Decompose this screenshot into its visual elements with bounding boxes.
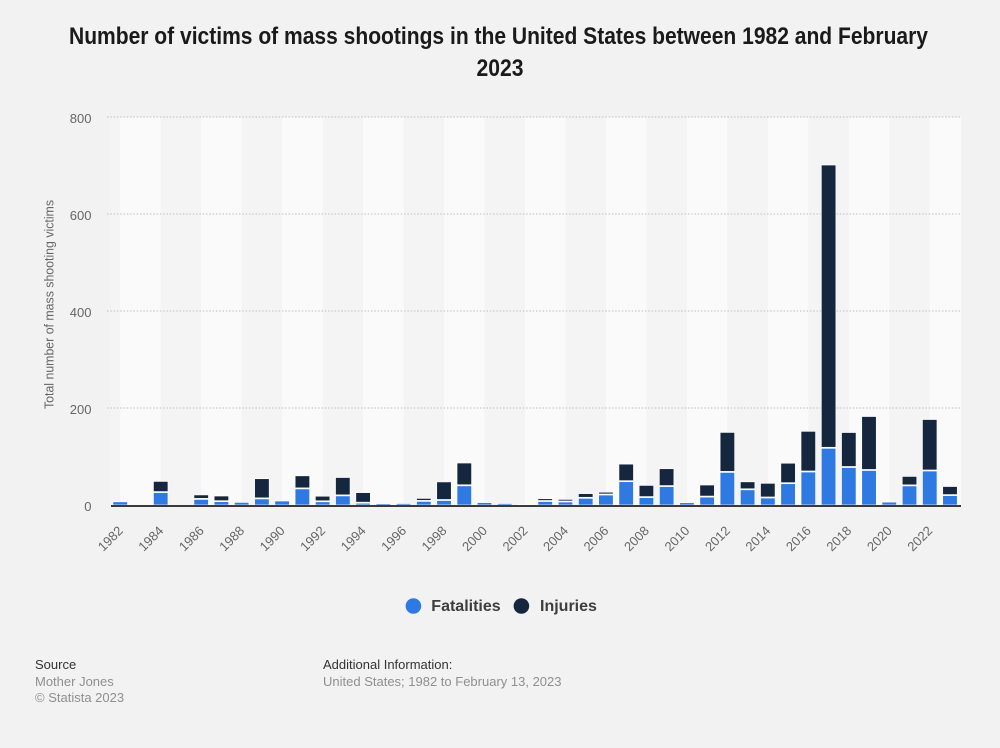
svg-text:Mother Jones: Mother Jones [35,674,114,689]
svg-text:Source: Source [35,657,76,672]
svg-text:Total number of mass shooting: Total number of mass shooting victims [42,200,57,409]
svg-text:600: 600 [70,208,92,223]
svg-text:Additional Information:: Additional Information: [323,657,452,672]
svg-text:Fatalities: Fatalities [431,598,500,615]
svg-text:200: 200 [70,402,92,417]
svg-text:2023: 2023 [477,55,524,82]
svg-text:Number of victims of mass shoo: Number of victims of mass shootings in t… [69,23,929,50]
svg-text:400: 400 [70,305,92,320]
svg-text:© Statista 2023: © Statista 2023 [35,690,124,705]
svg-text:Injuries: Injuries [540,598,597,615]
svg-text:800: 800 [70,111,92,126]
svg-text:United States; 1982 to Februar: United States; 1982 to February 13, 2023 [323,674,562,689]
svg-text:0: 0 [84,499,91,514]
